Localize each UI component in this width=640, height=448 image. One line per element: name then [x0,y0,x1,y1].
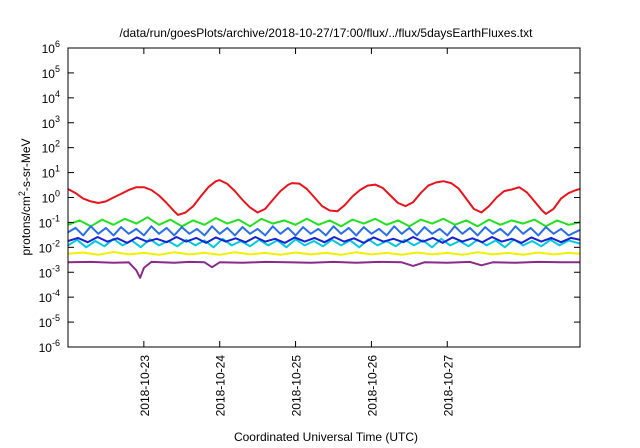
plot-border [67,47,581,348]
x-tick-label: 2018-10-27 [441,355,455,417]
y-tick-label: 10-4 [39,288,60,305]
y-tick-label: 106 [42,39,60,56]
series-line-6 [68,251,580,256]
y-tick-label: 100 [42,189,60,206]
series-line-5 [68,236,580,244]
y-tick-label: 104 [42,89,60,106]
y-tick-label: 10-2 [39,238,60,255]
series-line-2 [68,216,580,228]
x-tick-label: 2018-10-25 [290,355,304,417]
x-axis: 2018-10-23 2018-10-24 2018-10-25 2018-10-26… [138,48,455,416]
series-layer [68,179,580,279]
y-axis: 10-6 10-5 10-4 10-3 10-2 10-1 100 101 102 103 104 1… [39,39,580,355]
x-axis-label: Coordinated Universal Time (UTC) [234,430,418,444]
y-tick-label: 105 [42,64,60,81]
y-tick-label: 103 [42,114,60,131]
series-line-7 [68,260,580,279]
y-tick-label: 10-5 [39,313,60,330]
x-tick-label: 2018-10-23 [138,355,152,417]
y-tick-label: 101 [42,164,60,181]
y-tick-label: 10-3 [39,263,60,280]
series-line-3 [68,237,580,249]
x-tick-label: 2018-10-26 [365,355,379,417]
y-tick-label: 102 [42,139,60,156]
series-line-1 [68,179,580,216]
chart-title: /data/run/goesPlots/archive/2018-10-27/1… [120,26,534,40]
y-tick-label: 10-6 [39,338,60,355]
series-line-4 [68,225,580,237]
y-axis-label: protons/cm2-s-sr-MeV [17,138,33,255]
x-tick-label: 2018-10-24 [214,355,228,417]
plot-area [67,47,581,348]
y-tick-label: 10-1 [39,213,60,230]
